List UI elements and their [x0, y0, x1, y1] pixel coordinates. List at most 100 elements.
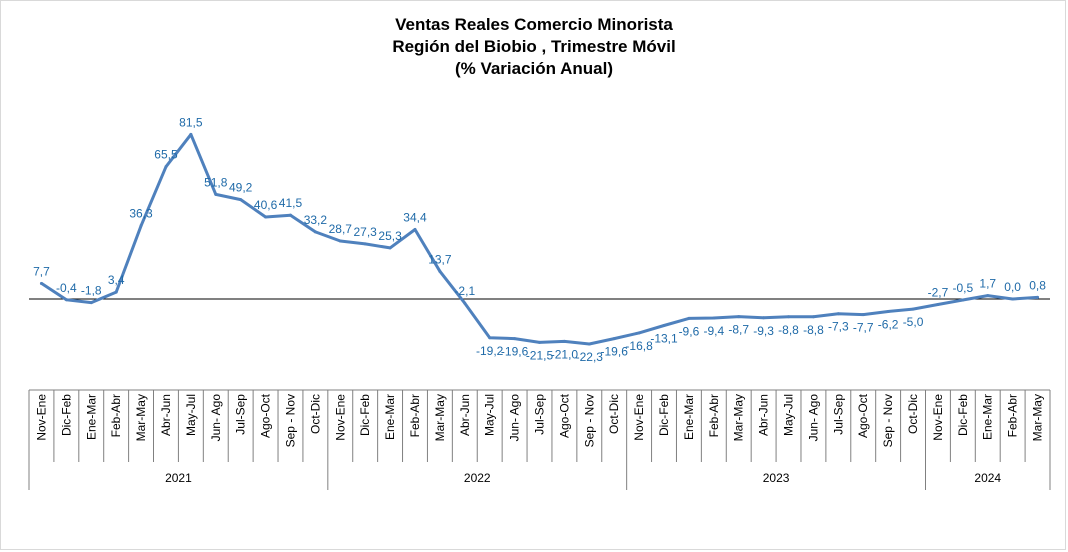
data-label: 7,7 [33, 264, 50, 278]
category-tick-label: Dic-Feb [59, 394, 73, 436]
data-label: -0,4 [56, 281, 77, 295]
data-point [388, 246, 392, 250]
data-label: 40,6 [254, 198, 278, 212]
data-point [662, 323, 666, 327]
chart-title-line-1: Ventas Reales Comercio Minorista [395, 15, 673, 34]
data-label: -19,2 [476, 344, 504, 358]
data-label: -7,3 [828, 320, 849, 334]
data-label: -9,6 [679, 324, 700, 338]
category-tick-label: Mar-May [732, 394, 746, 441]
data-point [239, 198, 243, 202]
category-tick-label: Feb-Abr [707, 394, 721, 437]
data-point [687, 316, 691, 320]
category-tick-label: Feb-Abr [1006, 394, 1020, 437]
data-point [139, 224, 143, 228]
category-tick-label: May-Jul [184, 394, 198, 436]
year-label: 2022 [464, 471, 491, 485]
data-point [986, 294, 990, 298]
category-tick-label: Dic-Feb [956, 394, 970, 436]
data-point [313, 230, 317, 234]
data-label: 0,8 [1029, 278, 1046, 292]
category-tick-label: Ago-Oct [856, 393, 870, 438]
data-label: 49,2 [229, 181, 253, 195]
data-label: -2,1 [454, 284, 475, 298]
category-tick-label: Feb-Abr [109, 394, 123, 437]
data-point [413, 228, 417, 232]
category-tick-label: Dic-Feb [657, 394, 671, 436]
category-tick-label: Nov-Ene [931, 394, 945, 441]
category-tick-label: Jun- Ago [806, 394, 820, 442]
chart-title-line-2: Región del Biobio , Trimestre Móvil [392, 37, 676, 56]
data-point [612, 337, 616, 341]
category-tick-label: Sep - Nov [881, 394, 895, 447]
data-point [114, 290, 118, 294]
category-tick-label: Mar-May [134, 394, 148, 441]
data-point [886, 310, 890, 314]
data-label: -19,6 [601, 345, 629, 359]
data-label: -8,8 [803, 323, 824, 337]
data-point [936, 302, 940, 306]
data-label: -19,6 [501, 345, 529, 359]
chart-title-line-3: (% Variación Anual) [454, 59, 614, 78]
data-point [463, 301, 467, 305]
chart-title: Ventas Reales Comercio Minorista Región … [0, 14, 1068, 80]
data-point [587, 342, 591, 346]
category-tick-label: Jun- Ago [508, 394, 522, 442]
category-tick-label: Ago-Oct [557, 393, 571, 438]
data-point [911, 307, 915, 311]
data-label: -0,5 [952, 281, 973, 295]
category-tick-label: Feb-Abr [408, 394, 422, 437]
data-point [637, 331, 641, 335]
data-point [961, 298, 965, 302]
category-tick-label: Oct-Dic [607, 394, 621, 434]
data-label: 25,3 [378, 229, 402, 243]
category-tick-label: Ene-Mar [682, 394, 696, 440]
category-tick-label: May-Jul [483, 394, 497, 436]
data-label: 81,5 [179, 115, 203, 129]
data-point [64, 298, 68, 302]
data-point [338, 239, 342, 243]
category-tick-label: May-Jul [782, 394, 796, 436]
year-label: 2021 [165, 471, 192, 485]
category-tick-label: Oct-Dic [308, 394, 322, 434]
data-point [164, 165, 168, 169]
data-point [89, 301, 93, 305]
data-label: 13,7 [428, 252, 452, 266]
data-point [39, 281, 43, 285]
data-point [538, 340, 541, 344]
data-label: -9,3 [753, 324, 774, 338]
data-point [811, 315, 815, 319]
category-tick-label: Sep - Nov [582, 394, 596, 447]
category-tick-label: Jul-Sep [831, 394, 845, 435]
data-label: 0,0 [1004, 280, 1021, 294]
data-point [787, 315, 791, 319]
data-point [762, 316, 766, 320]
data-point [836, 312, 840, 316]
category-tick-label: Jul-Sep [533, 394, 547, 435]
category-tick-label: Sep - Nov [283, 394, 297, 447]
data-label: -5,0 [903, 315, 924, 329]
data-label: -22,3 [576, 350, 604, 364]
data-label: 51,8 [204, 175, 228, 189]
data-label: -21,5 [526, 348, 554, 362]
category-tick-label: Abr-Jun [757, 394, 771, 436]
category-tick-label: Jul-Sep [234, 394, 248, 435]
data-point [562, 339, 566, 343]
data-point [363, 242, 367, 246]
year-label: 2023 [763, 471, 790, 485]
data-label: -8,7 [728, 323, 749, 337]
data-point [264, 215, 268, 219]
category-tick-label: Ene-Mar [84, 394, 98, 440]
data-label: -16,8 [625, 339, 653, 353]
category-tick-label: Dic-Feb [358, 394, 372, 436]
category-tick-label: Nov-Ene [632, 394, 646, 441]
data-label: -9,4 [703, 324, 724, 338]
data-point [737, 315, 741, 319]
data-label: 36,3 [129, 207, 153, 221]
data-point [438, 269, 442, 273]
category-tick-label: Mar-May [1031, 394, 1045, 441]
data-label: 3,4 [108, 273, 125, 287]
category-tick-label: Abr-Jun [159, 394, 173, 436]
